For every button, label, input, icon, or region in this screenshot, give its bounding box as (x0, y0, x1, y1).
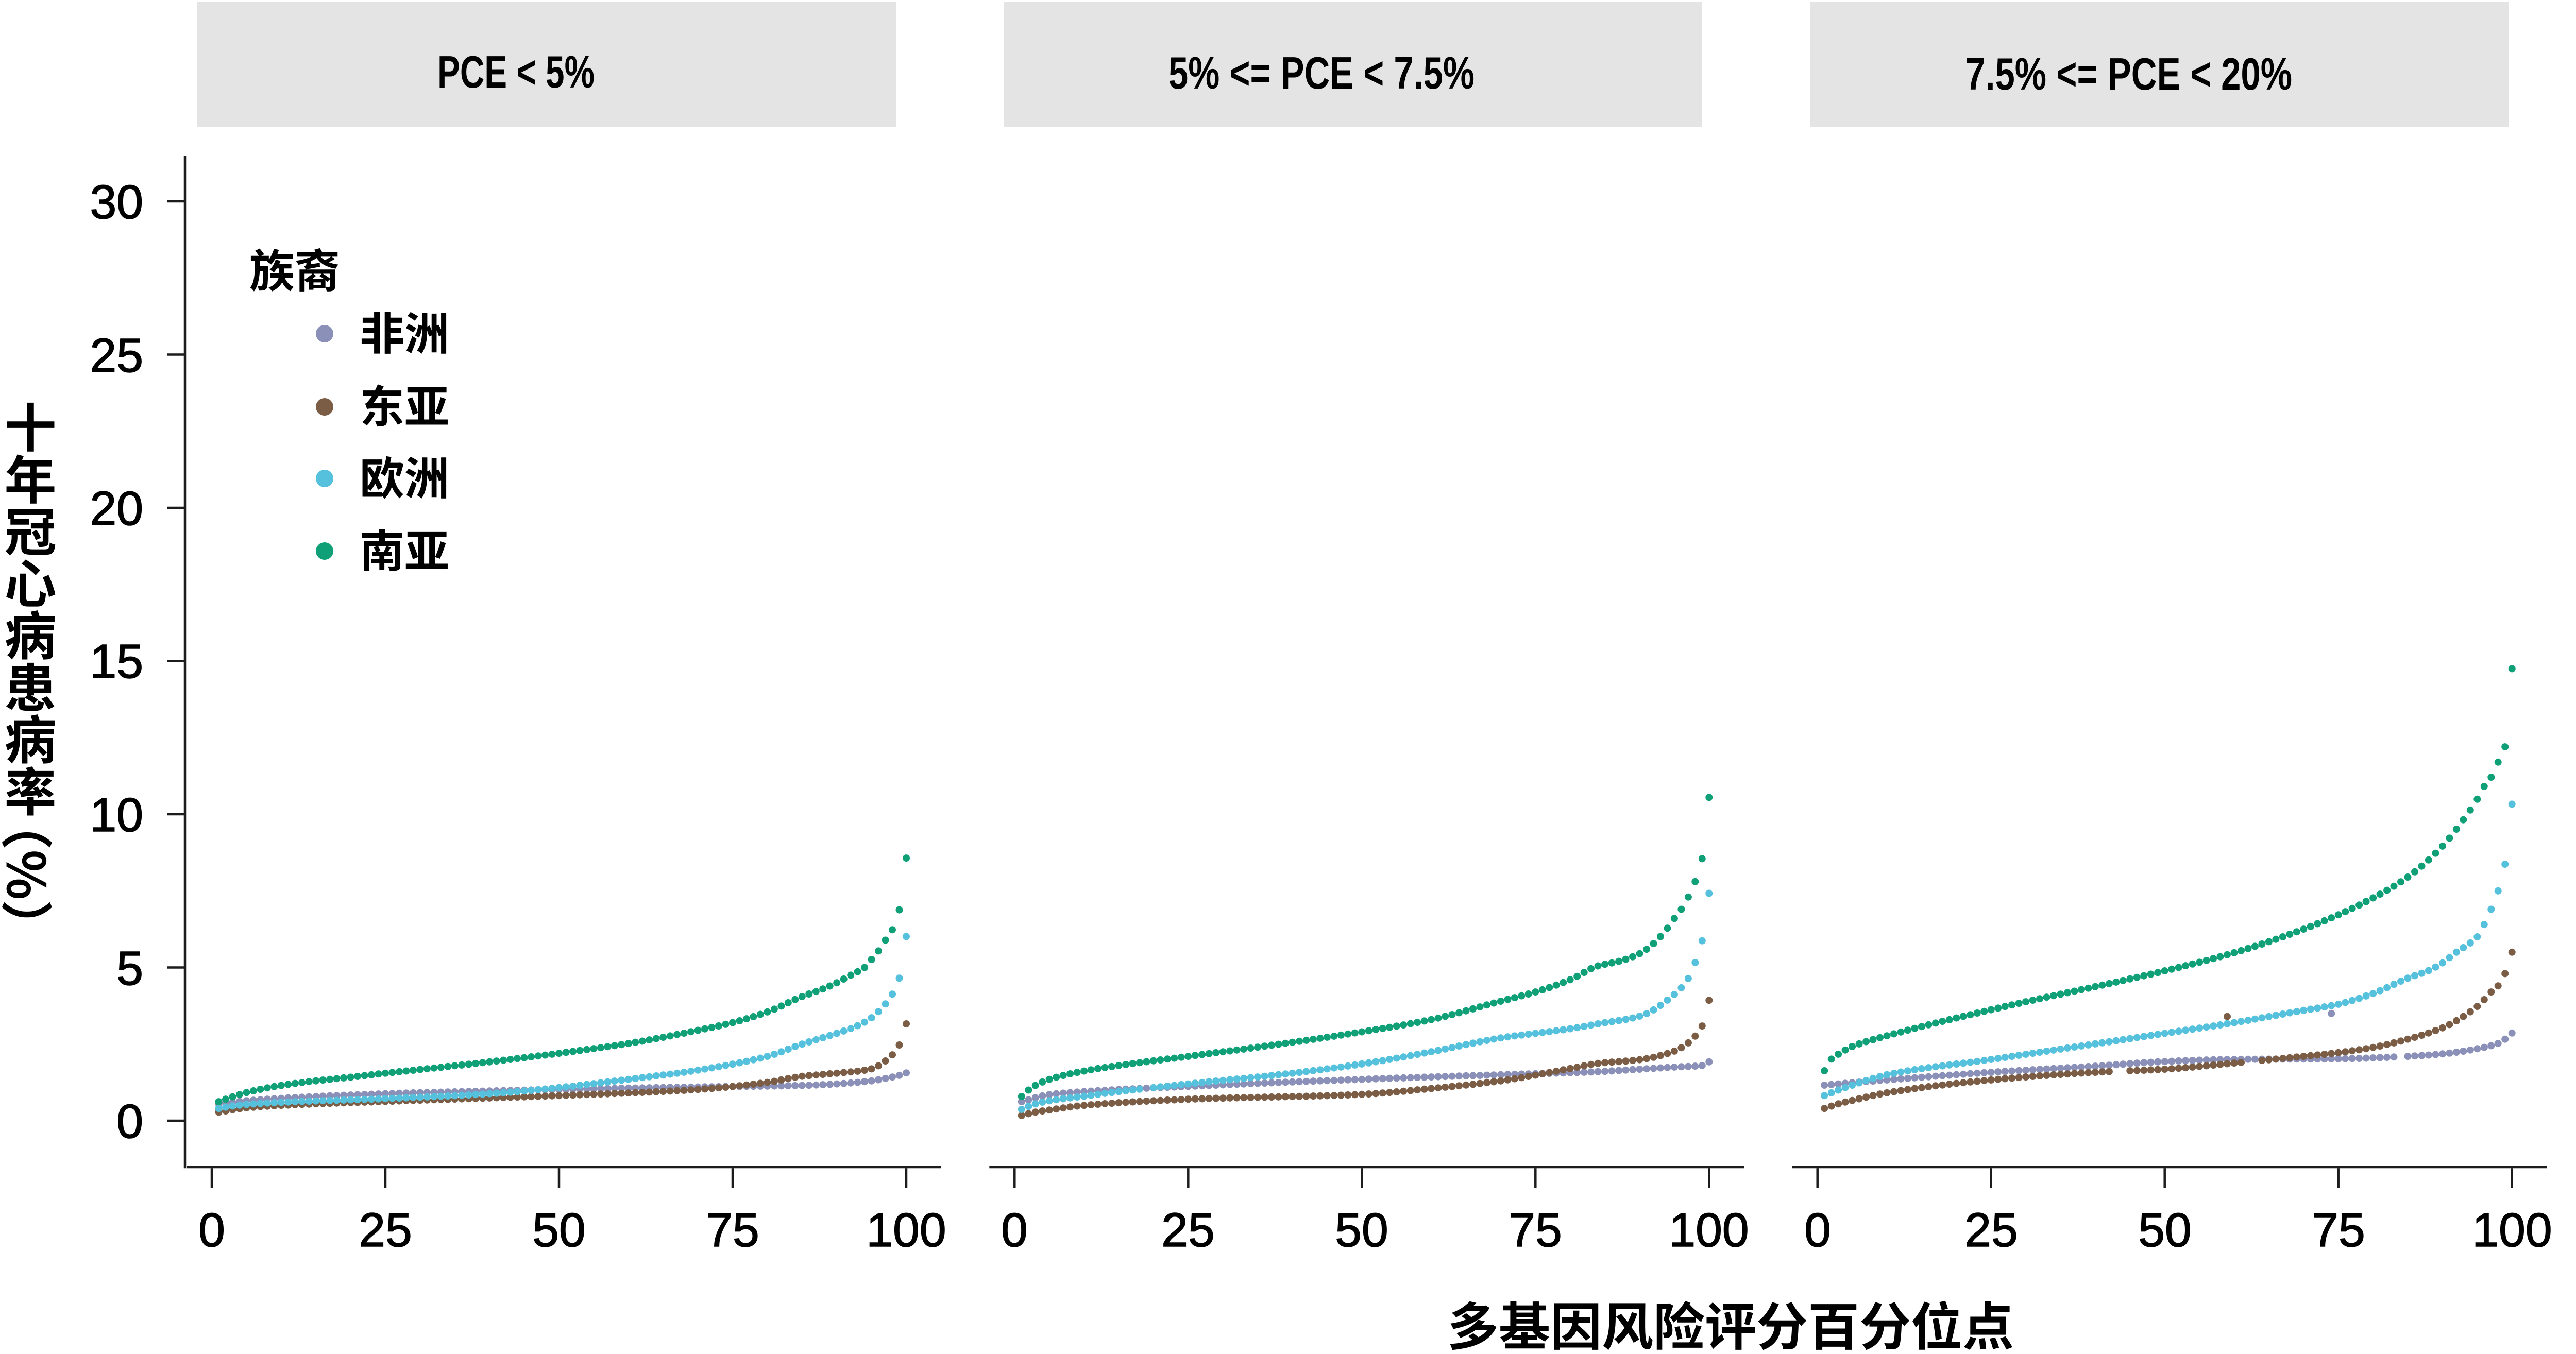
svg-text:75: 75 (706, 1203, 759, 1257)
svg-text:25: 25 (1161, 1203, 1214, 1257)
svg-text:75: 75 (2312, 1203, 2365, 1257)
svg-text:0: 0 (1804, 1203, 1831, 1257)
svg-text:25: 25 (359, 1203, 412, 1257)
svg-text:100: 100 (866, 1203, 946, 1257)
svg-text:0: 0 (1001, 1203, 1028, 1257)
svg-text:30: 30 (90, 175, 143, 229)
svg-text:0: 0 (116, 1094, 143, 1148)
svg-text:10: 10 (90, 788, 143, 842)
svg-text:50: 50 (532, 1203, 585, 1257)
svg-text:75: 75 (1509, 1203, 1562, 1257)
svg-text:5% <= PCE < 7.5%: 5% <= PCE < 7.5% (1168, 47, 1475, 98)
svg-text:50: 50 (1335, 1203, 1388, 1257)
svg-text:20: 20 (90, 482, 143, 535)
svg-text:25: 25 (90, 329, 143, 382)
svg-text:7.5% <= PCE < 20%: 7.5% <= PCE < 20% (1965, 48, 2292, 99)
svg-text:0: 0 (198, 1203, 225, 1257)
svg-text:25: 25 (1964, 1203, 2018, 1257)
svg-text:100: 100 (2472, 1203, 2552, 1257)
svg-text:PCE < 5%: PCE < 5% (437, 46, 595, 97)
svg-text:50: 50 (2138, 1203, 2191, 1257)
svg-text:100: 100 (1669, 1203, 1749, 1257)
svg-text:15: 15 (90, 635, 143, 688)
svg-text:5: 5 (116, 941, 143, 995)
